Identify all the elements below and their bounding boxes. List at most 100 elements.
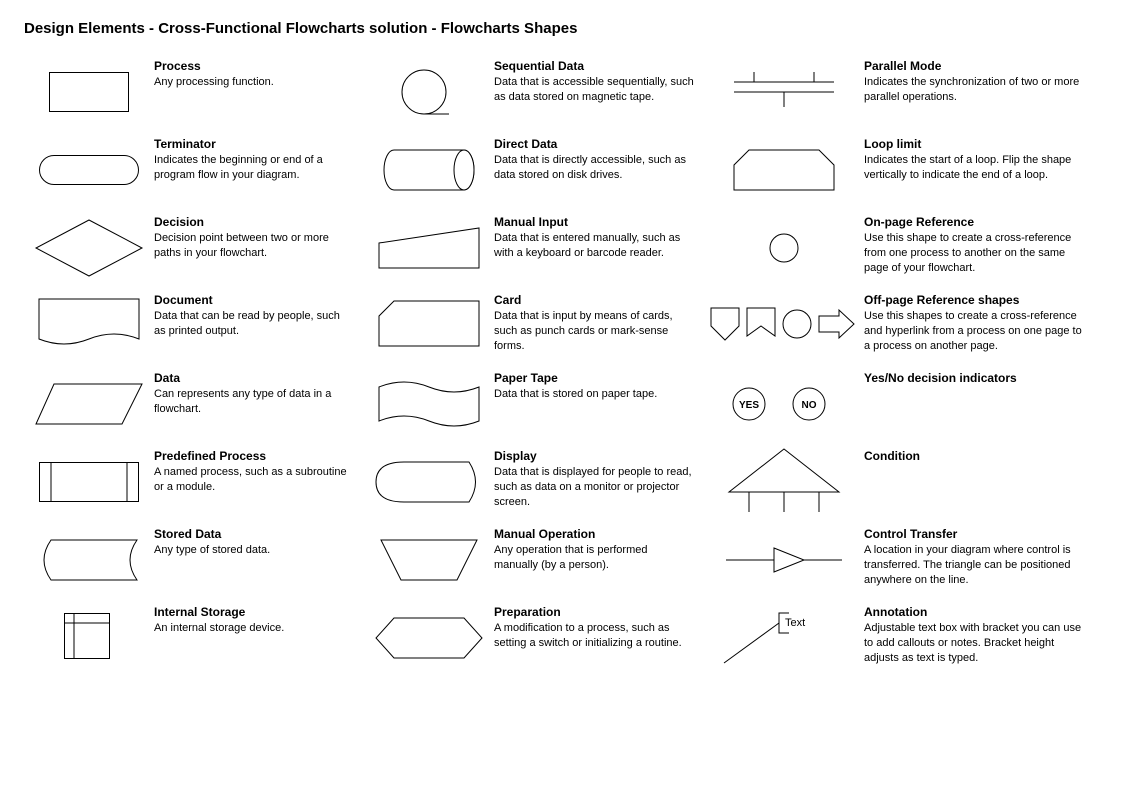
no-label: NO [802, 400, 817, 411]
cell-terminator: Terminator Indicates the beginning or en… [24, 135, 364, 205]
label: Decision [154, 215, 354, 229]
manual-input-icon [364, 213, 494, 283]
cell-off-page-ref: Off-page Reference shapes Use this shape… [704, 291, 1099, 361]
label: Internal Storage [154, 605, 284, 619]
label: Document [154, 293, 354, 307]
cell-paper-tape: Paper Tape Data that is stored on paper … [364, 369, 704, 439]
cell-preparation: Preparation A modification to a process,… [364, 603, 704, 673]
cell-condition: Condition [704, 447, 1099, 517]
cell-display: Display Data that is displayed for peopl… [364, 447, 704, 517]
label: Paper Tape [494, 371, 657, 385]
cell-stored-data: Stored Data Any type of stored data. [24, 525, 364, 595]
predefined-process-icon [24, 447, 154, 517]
label: Process [154, 59, 274, 73]
off-page-reference-icon [704, 291, 864, 361]
label: Display [494, 449, 694, 463]
terminator-icon [24, 135, 154, 205]
cell-parallel-mode: Parallel Mode Indicates the synchronizat… [704, 57, 1099, 127]
cell-document: Document Data that can be read by people… [24, 291, 364, 361]
label: Manual Operation [494, 527, 694, 541]
label: Terminator [154, 137, 354, 151]
desc: Use this shapes to create a cross-refere… [864, 309, 1089, 354]
row: Document Data that can be read by people… [24, 291, 1099, 361]
label: Data [154, 371, 354, 385]
desc: Data that is accessible sequentially, su… [494, 75, 694, 105]
desc: Data that is input by means of cards, su… [494, 309, 694, 354]
internal-storage-icon [24, 603, 154, 673]
label: Preparation [494, 605, 694, 619]
direct-data-icon [364, 135, 494, 205]
cell-card: Card Data that is input by means of card… [364, 291, 704, 361]
cell-predefined-process: Predefined Process A named process, such… [24, 447, 364, 517]
row: Data Can represents any type of data in … [24, 369, 1099, 439]
annotation-icon: Text [704, 603, 864, 673]
label: Control Transfer [864, 527, 1089, 541]
paper-tape-icon [364, 369, 494, 439]
row: Decision Decision point between two or m… [24, 213, 1099, 283]
desc: Decision point between two or more paths… [154, 231, 354, 261]
stored-data-icon [24, 525, 154, 595]
row: Predefined Process A named process, such… [24, 447, 1099, 517]
yes-label: YES [739, 400, 759, 411]
cell-yes-no: YES NO Yes/No decision indicators [704, 369, 1099, 439]
preparation-icon [364, 603, 494, 673]
cell-internal-storage: Internal Storage An internal storage dev… [24, 603, 364, 673]
document-icon [24, 291, 154, 361]
cell-manual-input: Manual Input Data that is entered manual… [364, 213, 704, 283]
desc: Indicates the synchronization of two or … [864, 75, 1089, 105]
desc: Any operation that is performed manually… [494, 543, 694, 573]
row: Terminator Indicates the beginning or en… [24, 135, 1099, 205]
label: Parallel Mode [864, 59, 1089, 73]
desc: Data that is stored on paper tape. [494, 387, 657, 402]
decision-icon [24, 213, 154, 283]
desc: Use this shape to create a cross-referen… [864, 231, 1089, 276]
cell-on-page-ref: On-page Reference Use this shape to crea… [704, 213, 1099, 283]
process-icon [24, 57, 154, 127]
cell-manual-operation: Manual Operation Any operation that is p… [364, 525, 704, 595]
sequential-data-icon [364, 57, 494, 127]
desc: Indicates the start of a loop. Flip the … [864, 153, 1089, 183]
row: Stored Data Any type of stored data. Man… [24, 525, 1099, 595]
desc: Data that can be read by people, such as… [154, 309, 354, 339]
label: Card [494, 293, 694, 307]
condition-icon [704, 447, 864, 517]
label: Direct Data [494, 137, 694, 151]
parallel-mode-icon [704, 57, 864, 127]
label: On-page Reference [864, 215, 1089, 229]
loop-limit-icon [704, 135, 864, 205]
desc: A named process, such as a subroutine or… [154, 465, 354, 495]
desc: An internal storage device. [154, 621, 284, 636]
page: Design Elements - Cross-Functional Flowc… [0, 0, 1123, 794]
cell-direct-data: Direct Data Data that is directly access… [364, 135, 704, 205]
desc: A location in your diagram where control… [864, 543, 1089, 588]
cell-loop-limit: Loop limit Indicates the start of a loop… [704, 135, 1099, 205]
desc: A modification to a process, such as set… [494, 621, 694, 651]
cell-data: Data Can represents any type of data in … [24, 369, 364, 439]
desc: Any type of stored data. [154, 543, 270, 558]
desc: Any processing function. [154, 75, 274, 90]
cell-decision: Decision Decision point between two or m… [24, 213, 364, 283]
label: Condition [864, 449, 920, 463]
label: Loop limit [864, 137, 1089, 151]
on-page-reference-icon [704, 213, 864, 283]
row: Internal Storage An internal storage dev… [24, 603, 1099, 673]
manual-operation-icon [364, 525, 494, 595]
desc: Data that is directly accessible, such a… [494, 153, 694, 183]
yes-no-icon: YES NO [704, 369, 864, 439]
display-icon [364, 447, 494, 517]
desc: Adjustable text box with bracket you can… [864, 621, 1089, 666]
card-icon [364, 291, 494, 361]
cell-process: Process Any processing function. [24, 57, 364, 127]
page-title: Design Elements - Cross-Functional Flowc… [24, 20, 1099, 37]
data-icon [24, 369, 154, 439]
label: Stored Data [154, 527, 270, 541]
desc: Indicates the beginning or end of a prog… [154, 153, 354, 183]
label: Annotation [864, 605, 1089, 619]
label: Predefined Process [154, 449, 354, 463]
desc: Data that is displayed for people to rea… [494, 465, 694, 510]
label: Manual Input [494, 215, 694, 229]
cell-control-transfer: Control Transfer A location in your diag… [704, 525, 1099, 595]
row: Process Any processing function. Sequent… [24, 57, 1099, 127]
desc: Data that is entered manually, such as w… [494, 231, 694, 261]
label: Off-page Reference shapes [864, 293, 1089, 307]
